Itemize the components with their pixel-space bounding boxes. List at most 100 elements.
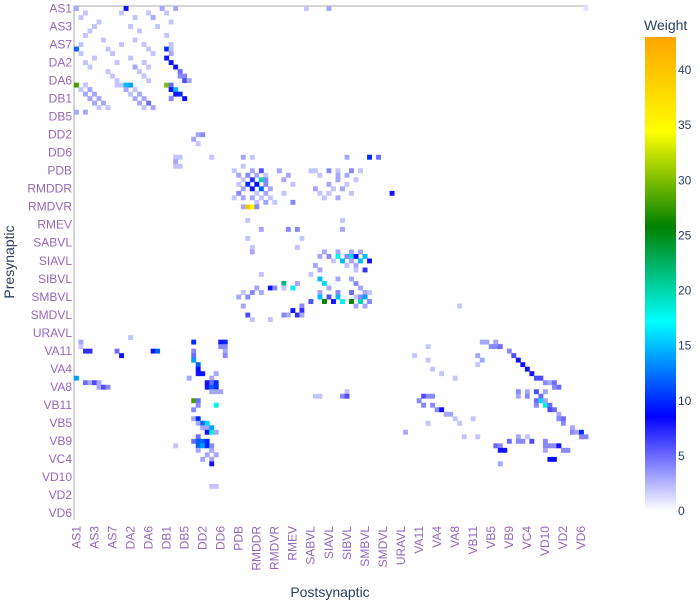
heatmap-cell: [344, 253, 350, 259]
heatmap-cell: [245, 204, 251, 210]
heatmap-cell: [240, 177, 246, 183]
heatmap-cell: [538, 398, 544, 404]
heatmap-cell: [249, 244, 255, 250]
x-tick-label: VA8: [448, 526, 462, 548]
heatmap-cell: [331, 186, 336, 192]
heatmap-cell: [204, 429, 210, 435]
heatmap-cell: [191, 438, 197, 444]
heatmap-cell: [281, 281, 287, 286]
heatmap-cell: [128, 91, 134, 97]
heatmap-cell: [326, 190, 332, 196]
heatmap-cell: [308, 168, 314, 174]
heatmap-cell: [321, 299, 327, 304]
heatmap-cell: [222, 353, 228, 359]
heatmap-cell: [497, 461, 503, 467]
heatmap-cell: [141, 96, 147, 102]
heatmap-cell: [146, 46, 152, 52]
heatmap-cell: [240, 154, 246, 160]
heatmap-cell: [331, 299, 336, 304]
heatmap-cell: [358, 168, 363, 174]
y-tick-label: VA8: [50, 380, 72, 394]
heatmap-cell: [547, 380, 553, 386]
heatmap-cell: [92, 100, 97, 106]
heatmap-cell: [556, 411, 562, 417]
y-tick-labels: AS1 AS3 AS7 DA2 DA6 DB1 DB5 DD2 DD6 PDB RMDDR RMDVR…: [27, 1, 72, 520]
heatmap-cell: [321, 195, 327, 201]
heatmap-cell: [353, 267, 359, 273]
heatmap-cell: [146, 10, 152, 16]
heatmap-cell: [533, 402, 539, 408]
heatmap-cell: [524, 393, 530, 399]
heatmap-cell: [191, 416, 197, 422]
heatmap-cell: [479, 357, 485, 363]
heatmap-cell: [263, 181, 269, 187]
heatmap-cell: [254, 204, 260, 210]
heatmap-cell: [83, 109, 88, 115]
heatmap-cell: [146, 78, 152, 84]
heatmap-cell: [312, 186, 318, 192]
heatmap-cell: [511, 353, 517, 359]
heatmap-cell: [272, 285, 278, 291]
heatmap-cell: [258, 168, 264, 174]
x-tick-label: DA2: [123, 526, 137, 550]
heatmap-cell: [249, 204, 255, 210]
heatmap-cell: [209, 447, 215, 453]
heatmap-cell: [74, 109, 79, 115]
heatmap-cell: [475, 362, 481, 368]
heatmap-cell: [312, 393, 318, 399]
heatmap-cell: [83, 10, 88, 16]
y-tick-label: RMDDR: [27, 182, 72, 196]
heatmap-cell: [349, 299, 354, 304]
y-tick-label: AS1: [49, 1, 72, 15]
y-tick-label: SIAVL: [39, 254, 72, 268]
heatmap-cell: [182, 96, 188, 102]
heatmap-cell: [114, 348, 120, 354]
y-tick-label: SMBVL: [31, 290, 72, 304]
heatmap-cell: [317, 290, 323, 295]
heatmap-cell: [231, 168, 237, 174]
x-tick-label: RMEV: [286, 526, 300, 561]
heatmap-cell: [204, 425, 210, 431]
heatmap-cell: [335, 195, 341, 201]
heatmap-cell: [146, 100, 152, 106]
heatmap-cell: [326, 6, 332, 11]
heatmap-cell: [362, 294, 368, 300]
heatmap-cell: [560, 416, 566, 422]
heatmap-cell: [439, 371, 445, 377]
heatmap-cell: [258, 290, 264, 295]
heatmap-cell: [349, 168, 354, 174]
heatmap-cell: [556, 443, 562, 449]
heatmap-cell: [78, 42, 84, 47]
heatmap-cell: [249, 186, 255, 192]
heatmap-cell: [299, 308, 305, 313]
colorbar-tick-label: 25: [678, 228, 692, 242]
heatmap-cell: [470, 416, 476, 422]
heatmap-cell: [173, 87, 179, 93]
heatmap-cell: [281, 312, 287, 318]
heatmap-cell: [96, 105, 102, 111]
heatmap-cell: [240, 163, 246, 169]
heatmap-cell: [213, 483, 219, 489]
heatmap-cell: [290, 308, 296, 313]
heatmap-cell: [105, 46, 111, 52]
heatmap-cell: [114, 60, 120, 66]
heatmap-cell: [191, 357, 197, 363]
heatmap-cell: [258, 177, 264, 183]
heatmap-cell: [542, 380, 548, 386]
heatmap-cell: [195, 362, 201, 368]
heatmap-cell: [245, 312, 251, 318]
heatmap-cell: [191, 398, 197, 404]
heatmap-cell: [195, 420, 201, 426]
heatmap-cell: [349, 290, 354, 295]
y-tick-label: VB11: [44, 398, 73, 412]
heatmap-cell: [105, 69, 111, 75]
heatmap-cell: [209, 443, 215, 449]
heatmap-cell: [340, 226, 345, 232]
y-tick-label: URAVL: [33, 326, 72, 340]
heatmap-cell: [92, 24, 97, 29]
heatmap-cell: [515, 434, 521, 440]
heatmap-cell: [83, 33, 88, 38]
heatmap-cell: [344, 172, 350, 178]
heatmap-cell: [542, 389, 548, 395]
heatmap-cell: [96, 19, 102, 25]
